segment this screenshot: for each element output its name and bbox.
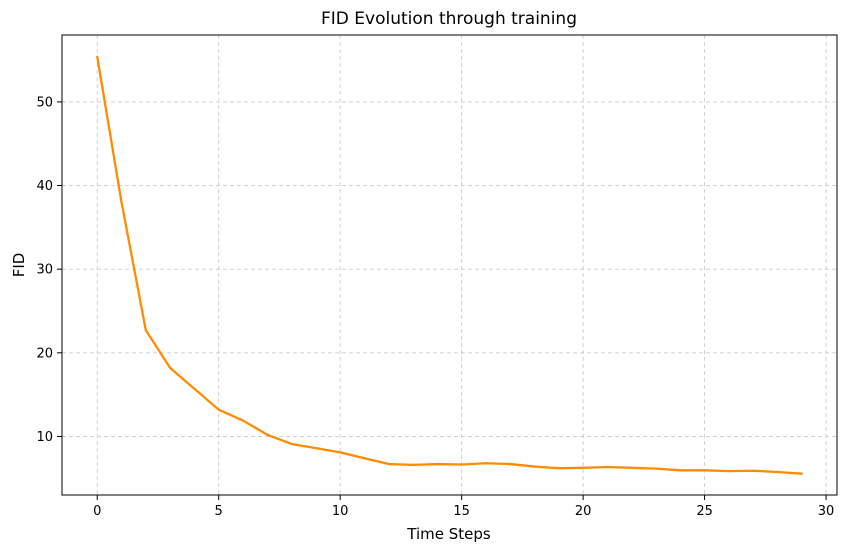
fid-data-point: [217, 408, 220, 411]
fid-data-point: [654, 467, 658, 470]
y-tick-label: 40: [36, 179, 53, 194]
fid-data-point: [266, 433, 269, 436]
fid-data-point: [193, 387, 196, 390]
fid-data-point: [703, 469, 706, 472]
fid-data-point: [557, 467, 560, 470]
x-tick-label: 25: [696, 504, 713, 519]
y-tick-label: 30: [36, 263, 53, 278]
fid-data-point: [752, 469, 755, 472]
x-tick-label: 10: [332, 504, 349, 519]
fid-data-point: [411, 463, 415, 466]
fid-data-point: [314, 447, 317, 450]
fid-data-point: [339, 451, 342, 454]
x-axis-label: Time Steps: [406, 525, 491, 543]
x-tick-label: 5: [215, 504, 223, 519]
fid-data-point: [533, 465, 536, 468]
fid-data-point: [169, 366, 172, 369]
fid-data-point: [630, 466, 633, 469]
x-tick-label: 15: [453, 504, 470, 519]
fid-data-point: [679, 469, 682, 472]
y-axis-label: FID: [10, 253, 28, 278]
fid-data-point: [727, 470, 730, 473]
plot-frame: [61, 34, 838, 496]
fid-data-point: [606, 465, 609, 469]
y-axis-ticks: 10 20 30 40 50: [36, 95, 62, 445]
fid-data-point: [363, 457, 366, 460]
series-layer: [96, 55, 803, 475]
x-tick-label: 0: [93, 504, 101, 519]
grid: [62, 35, 837, 495]
fid-data-point: [484, 462, 488, 465]
fid-data-point: [582, 466, 585, 469]
fid-data-point: [144, 329, 147, 332]
fid-data-point: [509, 462, 512, 466]
x-axis-ticks: 0 5 10 15 20 25 30: [93, 495, 834, 519]
x-tick-label: 20: [575, 504, 592, 519]
chart-title: FID Evolution through training: [321, 9, 577, 29]
fid-data-point: [120, 201, 123, 204]
fid-data-point: [436, 462, 439, 466]
fid-data-point: [290, 442, 293, 446]
fid-data-point: [387, 462, 390, 466]
fid-data-point: [800, 472, 803, 475]
y-tick-label: 10: [36, 430, 53, 445]
fid-data-point: [776, 470, 779, 474]
y-tick-label: 50: [36, 95, 53, 110]
x-tick-label: 30: [818, 504, 835, 519]
fid-data-point: [96, 55, 99, 58]
y-tick-label: 20: [36, 346, 53, 361]
fid-series-line: [96, 56, 802, 475]
fid-data-point: [241, 419, 245, 422]
fid-data-point: [460, 463, 463, 466]
